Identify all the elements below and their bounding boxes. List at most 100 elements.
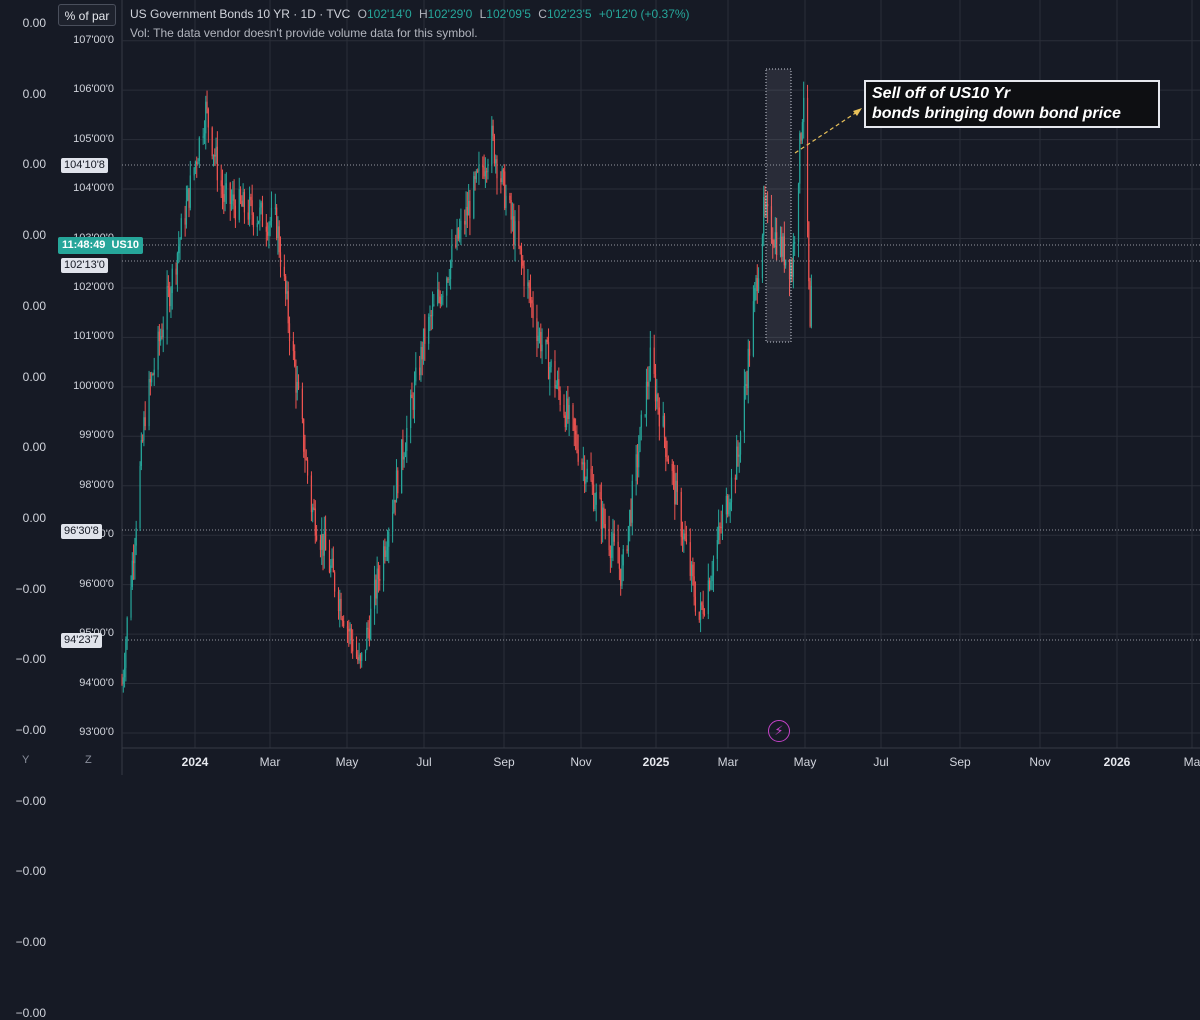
y-tick-label: 102'00'0	[73, 280, 114, 293]
y-tick-label: 94'00'0	[79, 676, 114, 689]
candle	[487, 158, 489, 180]
candle	[599, 484, 601, 500]
candle	[559, 386, 561, 412]
candle	[757, 267, 760, 294]
candle	[496, 155, 498, 195]
candle	[752, 285, 755, 358]
candle	[276, 203, 278, 241]
live-symbol: US10	[111, 239, 139, 251]
candle	[225, 172, 227, 204]
candle	[364, 649, 367, 661]
candle	[357, 649, 359, 665]
candle	[756, 264, 758, 304]
candle	[475, 169, 477, 183]
candle	[193, 166, 195, 181]
candle	[446, 276, 448, 308]
candle	[509, 192, 511, 204]
candle	[216, 131, 218, 192]
candle	[465, 191, 467, 237]
candle	[267, 222, 269, 241]
candle	[288, 316, 291, 356]
candle	[419, 355, 421, 381]
candle	[206, 90, 208, 114]
high-label: H	[418, 7, 428, 21]
lightning-bolt-icon[interactable]: ⚡	[768, 720, 790, 742]
candle	[382, 540, 385, 592]
x-tick-label: Sep	[949, 755, 971, 769]
candle	[779, 226, 782, 258]
candle	[312, 503, 314, 523]
candle	[460, 208, 462, 246]
candle	[591, 465, 593, 495]
price-chart[interactable]	[0, 0, 1200, 775]
candle	[613, 520, 615, 546]
unit-selector-button[interactable]: % of par	[58, 4, 116, 26]
candle	[194, 160, 197, 175]
candle	[797, 182, 800, 258]
candle	[151, 371, 153, 387]
candle	[518, 205, 520, 250]
candle	[241, 195, 243, 207]
candle	[662, 401, 664, 428]
candle	[699, 592, 702, 633]
candle	[223, 185, 225, 215]
candle	[504, 164, 506, 211]
candle	[640, 410, 642, 441]
y-axis-button[interactable]: Y	[22, 754, 30, 766]
candle	[665, 436, 667, 472]
candle	[229, 181, 231, 221]
candle	[549, 361, 551, 396]
candle	[196, 156, 198, 178]
candle	[647, 366, 649, 400]
candle	[663, 413, 666, 449]
candle	[198, 136, 200, 168]
candle	[433, 294, 435, 307]
candle	[555, 380, 557, 389]
candle	[794, 236, 796, 256]
candle	[341, 615, 343, 627]
candle	[121, 673, 123, 686]
candle	[540, 323, 542, 359]
candle	[323, 516, 325, 569]
candle	[582, 446, 584, 482]
candle	[224, 173, 226, 212]
left-scale-label: −0.00	[15, 652, 46, 667]
candle	[287, 281, 289, 334]
candle	[386, 529, 389, 562]
price-tag-102: 102'13'0	[61, 258, 108, 273]
candle	[139, 461, 141, 532]
candle	[149, 372, 151, 396]
candle	[630, 498, 632, 527]
candle	[397, 467, 399, 499]
candle	[676, 465, 678, 505]
candle	[645, 368, 648, 427]
candle	[337, 587, 340, 620]
candle	[513, 203, 515, 250]
candle	[674, 464, 676, 520]
candle	[698, 611, 700, 623]
candle	[666, 440, 668, 462]
candle	[766, 191, 769, 224]
candle	[675, 472, 677, 505]
candle	[131, 552, 133, 591]
candle	[157, 326, 159, 378]
chart-area[interactable]	[0, 0, 1200, 775]
candle	[536, 304, 538, 357]
candle	[265, 214, 267, 247]
candle	[730, 468, 733, 512]
candle	[233, 179, 235, 219]
candle	[761, 233, 764, 283]
candle	[259, 199, 261, 231]
live-countdown: 11:48:49	[62, 239, 106, 251]
sell-off-annotation[interactable]: Sell off of US10 Yr bonds bringing down …	[864, 80, 1160, 128]
candle	[135, 520, 137, 556]
candle	[388, 527, 390, 564]
candle	[239, 186, 242, 205]
z-axis-button[interactable]: Z	[85, 754, 92, 766]
candle	[286, 280, 288, 300]
candle	[420, 341, 422, 382]
candle	[527, 269, 529, 299]
candle	[279, 236, 282, 278]
candle	[376, 556, 378, 614]
candle	[801, 118, 803, 144]
